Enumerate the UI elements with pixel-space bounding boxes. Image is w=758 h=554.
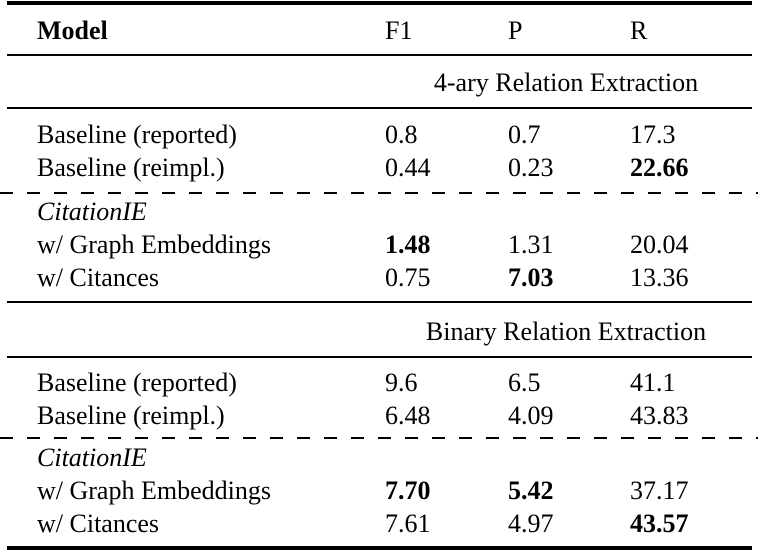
- section1-title: 4-ary Relation Extraction: [433, 68, 699, 97]
- column-header-model: Model: [37, 16, 108, 45]
- row-label: w/ Citances: [37, 509, 160, 538]
- cell-p: 7.03: [508, 263, 554, 292]
- row-label: CitationIE: [37, 197, 147, 226]
- section1-title-rule: [7, 107, 752, 109]
- cell-p: 4.09: [508, 401, 554, 430]
- section2-title-rule: [7, 356, 752, 358]
- top-rule: [7, 1, 752, 5]
- table-row: w/ Citances 7.61 4.97 43.57: [0, 507, 758, 540]
- row-label: w/ Graph Embeddings: [37, 230, 271, 259]
- column-header-p: P: [508, 16, 523, 45]
- cell-r: 17.3: [630, 120, 676, 149]
- table-row: w/ Citances 0.75 7.03 13.36: [0, 261, 758, 294]
- cell-f1: 0.75: [385, 263, 431, 292]
- cell-p: 0.23: [508, 153, 554, 182]
- column-header-r: R: [630, 16, 648, 45]
- cell-f1: 7.70: [385, 476, 431, 505]
- cell-f1: [385, 441, 508, 474]
- bottom-rule: [7, 546, 752, 550]
- section1-dashed-divider: [0, 192, 758, 194]
- cell-r: [630, 441, 758, 474]
- cell-f1: [385, 195, 508, 228]
- section2-title: Binary Relation Extraction: [425, 317, 707, 346]
- cell-f1: 1.48: [385, 230, 431, 259]
- cell-p: 4.97: [508, 509, 554, 538]
- cell-p: [508, 441, 630, 474]
- table-row: Baseline (reported) 0.8 0.7 17.3: [0, 118, 758, 151]
- cell-r: 20.04: [630, 230, 689, 259]
- cell-r: 37.17: [630, 476, 689, 505]
- cell-f1: 9.6: [385, 368, 418, 397]
- cell-p: 6.5: [508, 368, 541, 397]
- header-bottom-rule: [7, 54, 752, 56]
- table-row: Baseline (reported) 9.6 6.5 41.1: [0, 366, 758, 399]
- cell-p: 5.42: [508, 476, 554, 505]
- cell-r: 43.57: [630, 509, 689, 538]
- row-label: CitationIE: [37, 443, 147, 472]
- header-row: Model F1 P R: [0, 14, 758, 47]
- table-row: Baseline (reimpl.) 0.44 0.23 22.66: [0, 151, 758, 184]
- row-label: w/ Citances: [37, 263, 160, 292]
- cell-f1: 0.44: [385, 153, 431, 182]
- cell-p: 0.7: [508, 120, 541, 149]
- cell-r: 13.36: [630, 263, 689, 292]
- cell-p: 1.31: [508, 230, 554, 259]
- row-label: w/ Graph Embeddings: [37, 476, 271, 505]
- table-row: CitationIE: [0, 441, 758, 474]
- cell-r: [630, 195, 758, 228]
- table-row: w/ Graph Embeddings 7.70 5.42 37.17: [0, 474, 758, 507]
- cell-r: 22.66: [630, 153, 689, 182]
- cell-p: [508, 195, 630, 228]
- row-label: Baseline (reported): [37, 368, 237, 397]
- cell-f1: 6.48: [385, 401, 431, 430]
- section2-dashed-divider: [0, 437, 758, 439]
- cell-r: 41.1: [630, 368, 676, 397]
- table-row: Baseline (reimpl.) 6.48 4.09 43.83: [0, 399, 758, 432]
- cell-r: 43.83: [630, 401, 689, 430]
- row-label: Baseline (reimpl.): [37, 153, 225, 182]
- cell-f1: 7.61: [385, 509, 431, 538]
- row-label: Baseline (reported): [37, 120, 237, 149]
- section2-top-rule: [7, 301, 752, 303]
- table-row: CitationIE: [0, 195, 758, 228]
- row-label: Baseline (reimpl.): [37, 401, 225, 430]
- cell-f1: 0.8: [385, 120, 418, 149]
- table-row: w/ Graph Embeddings 1.48 1.31 20.04: [0, 228, 758, 261]
- column-header-f1: F1: [385, 16, 413, 45]
